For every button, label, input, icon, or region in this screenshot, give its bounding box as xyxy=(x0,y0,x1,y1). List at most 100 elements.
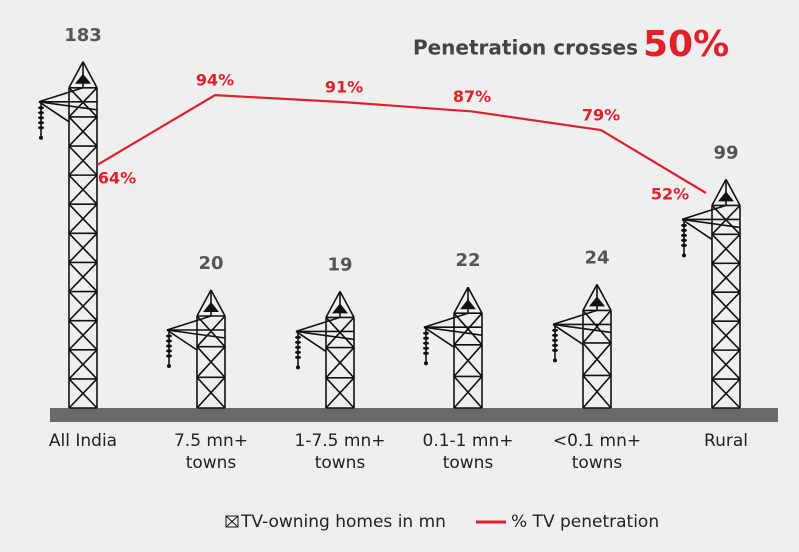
tower-bar xyxy=(38,61,98,409)
tower-strut xyxy=(711,262,741,293)
tower-strut xyxy=(681,204,727,221)
tower-strut xyxy=(295,330,355,341)
tower-strut xyxy=(325,316,355,349)
legend-icon xyxy=(225,515,239,528)
tower-cap xyxy=(589,296,605,307)
bar-value-label: 22 xyxy=(455,250,480,271)
tower-strut xyxy=(38,87,84,103)
insulator-end xyxy=(296,365,300,370)
tower-strut xyxy=(68,145,98,176)
tower-strut xyxy=(295,330,327,353)
bar-value-label: 183 xyxy=(64,25,102,46)
tower-strut xyxy=(68,378,98,409)
tower-strut xyxy=(68,232,98,264)
tower-strut xyxy=(711,179,727,206)
tower-strut xyxy=(68,349,98,380)
insulator-end xyxy=(553,358,557,363)
tower-strut xyxy=(68,261,98,293)
bar-value-label: 19 xyxy=(327,254,352,275)
legend-label: % TV penetration xyxy=(511,512,659,532)
tower-cap xyxy=(332,303,348,314)
tower-strut xyxy=(68,61,84,89)
tower-strut xyxy=(196,315,226,348)
bar-value-label: 99 xyxy=(713,142,738,163)
tower-strut xyxy=(725,179,741,206)
legend-label: TV-owning homes in mn xyxy=(240,512,446,532)
category-label: 0.1-1 mn+ towns xyxy=(422,431,514,473)
tower-cap xyxy=(203,302,219,312)
tower-strut xyxy=(423,312,469,328)
penetration-line xyxy=(96,94,707,194)
legend-icon-box xyxy=(225,515,239,528)
tower-strut xyxy=(82,61,98,89)
line-value-label: 94% xyxy=(196,71,234,90)
tower-bar xyxy=(423,286,483,409)
tower-strut xyxy=(68,203,98,234)
tower-strut xyxy=(711,320,741,351)
line-value-label: 52% xyxy=(651,185,689,204)
line-value-label: 79% xyxy=(582,106,620,125)
tower-cap xyxy=(718,191,734,202)
tower-strut xyxy=(453,344,483,377)
tower-strut xyxy=(38,101,70,123)
tower-strut xyxy=(38,101,98,111)
tower-strut xyxy=(711,233,741,264)
tower-strut xyxy=(467,286,483,314)
tower-strut xyxy=(423,326,483,336)
category-label: Rural xyxy=(704,431,748,451)
tower-bar xyxy=(166,289,226,409)
tower-strut xyxy=(68,174,98,205)
bar-value-label: 20 xyxy=(198,253,223,274)
insulator-end xyxy=(424,361,428,366)
tower-strut xyxy=(68,116,98,147)
legend-icon-x xyxy=(225,515,239,528)
line-value-label: 87% xyxy=(453,87,491,106)
tower-strut xyxy=(423,326,455,348)
tower-strut xyxy=(582,342,612,376)
tower-strut xyxy=(681,218,713,241)
category-label: 1-7.5 mn+ towns xyxy=(294,431,386,473)
tower-strut xyxy=(196,289,212,317)
tower-bar xyxy=(681,179,741,409)
category-label: <0.1 mn+ towns xyxy=(552,431,642,473)
tower-strut xyxy=(453,286,469,314)
line-value-label: 91% xyxy=(325,78,363,97)
tower-strut xyxy=(596,284,612,311)
line-value-label: 64% xyxy=(98,169,136,188)
tower-strut xyxy=(711,349,741,380)
chart-title: Penetration crosses xyxy=(413,36,638,60)
tower-strut xyxy=(453,375,483,409)
tower-strut xyxy=(582,374,612,409)
tower-strut xyxy=(453,312,483,346)
tower-cap xyxy=(460,299,476,310)
tower-strut xyxy=(210,289,226,317)
tower-strut xyxy=(552,323,612,334)
tower-strut xyxy=(68,291,98,322)
tower-strut xyxy=(196,346,226,378)
tower-cap xyxy=(75,73,91,84)
ground xyxy=(50,408,778,422)
tower-strut xyxy=(166,329,198,351)
tower-bar xyxy=(295,291,355,409)
tower-strut xyxy=(552,323,584,346)
tower-strut xyxy=(295,316,341,333)
tower-strut xyxy=(711,378,741,409)
tower-strut xyxy=(166,315,212,331)
insulator-end xyxy=(39,135,43,140)
tower-strut xyxy=(325,377,355,409)
tower-strut xyxy=(711,291,741,322)
tower-strut xyxy=(339,291,355,318)
tower-strut xyxy=(582,284,598,311)
tower-strut xyxy=(681,218,741,229)
title-highlight: 50% xyxy=(643,24,729,65)
tower-bar xyxy=(552,284,612,409)
tower-strut xyxy=(325,347,355,379)
insulator-end xyxy=(682,253,686,258)
tower-strut xyxy=(552,309,598,326)
tower-strut xyxy=(582,309,612,344)
category-label: 7.5 mn+ towns xyxy=(173,431,249,473)
insulator-end xyxy=(167,364,171,368)
category-label: All India xyxy=(48,431,118,451)
